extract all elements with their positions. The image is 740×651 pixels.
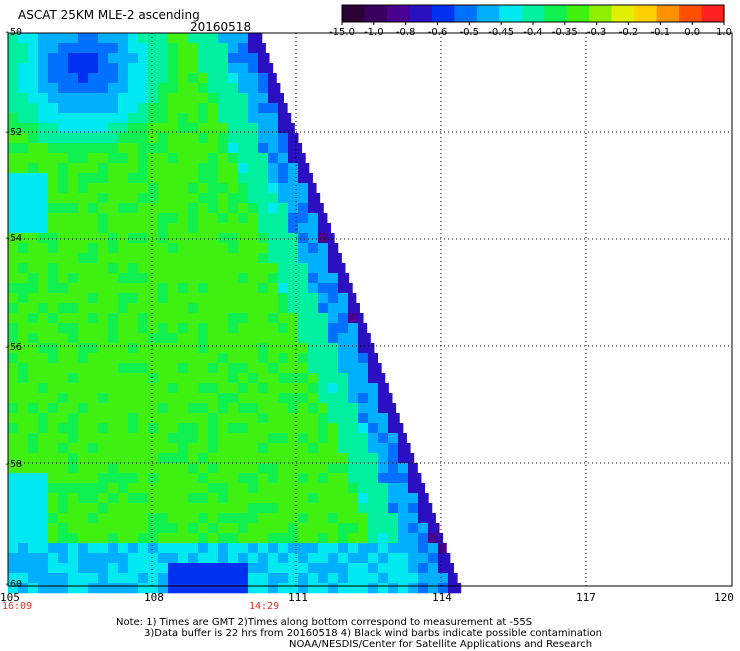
colorbar-tick-label: -0.1 <box>651 27 671 38</box>
lon-label: 120 <box>714 592 734 604</box>
lon-label: 108 <box>144 592 164 604</box>
lat-label: -58 <box>4 459 22 471</box>
colorbar-segment <box>409 5 432 22</box>
time-label: 14:29 <box>249 601 279 613</box>
colorbar-segment <box>634 5 657 22</box>
colorbar-segment <box>544 5 567 22</box>
colorbar-segment <box>499 5 522 22</box>
lat-label: -56 <box>4 342 22 354</box>
colorbar-tick-label: -0.5 <box>460 27 480 38</box>
lon-label: 111 <box>288 592 308 604</box>
lon-label: 117 <box>576 592 596 604</box>
lat-label: -50 <box>4 27 22 39</box>
colorbar-segment <box>522 5 545 22</box>
lat-label: -54 <box>4 233 22 245</box>
colorbar-segment <box>454 5 477 22</box>
footnote: NOAA/NESDIS/Center for Satellite Applica… <box>289 639 592 651</box>
colorbar-tick-label: -0.45 <box>488 27 514 38</box>
colorbar-tick-label: 1.0 <box>716 27 732 38</box>
colorbar-segment <box>679 5 702 22</box>
colorbar-tick-label: -0.8 <box>396 27 416 38</box>
swath-data <box>8 33 461 593</box>
colorbar-segment <box>364 5 387 22</box>
colorbar-segment <box>432 5 455 22</box>
colorbar-segment <box>612 5 635 22</box>
colorbar-segment <box>342 5 365 22</box>
colorbar-segment <box>567 5 590 22</box>
colorbar-segment <box>387 5 410 22</box>
colorbar-tick-label: -1.0 <box>364 27 384 38</box>
colorbar-tick-label: -0.4 <box>523 27 543 38</box>
colorbar-tick-label: -0.6 <box>428 27 448 38</box>
colorbar-tick-label: -15.0 <box>329 27 355 38</box>
lat-label: -60 <box>4 579 22 591</box>
time-label: 16:09 <box>2 601 32 613</box>
colorbar-tick-label: -0.35 <box>552 27 578 38</box>
colorbar-segment <box>477 5 500 22</box>
colorbar-segment <box>657 5 680 22</box>
colorbar-segment <box>589 5 612 22</box>
colorbar-tick-label: -0.3 <box>587 27 607 38</box>
colorbar-tick-label: 0.0 <box>684 27 700 38</box>
lat-label: -52 <box>4 127 22 139</box>
colorbar <box>342 5 725 25</box>
colorbar-tick-label: -0.2 <box>619 27 639 38</box>
colorbar-segment <box>702 5 725 22</box>
lon-label: 114 <box>432 592 452 604</box>
